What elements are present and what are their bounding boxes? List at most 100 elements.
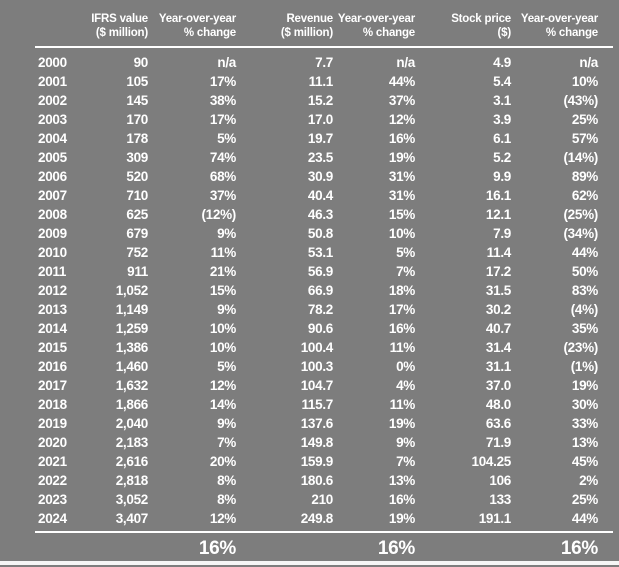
cell-ifrs-yoy-change: 10% bbox=[209, 340, 236, 355]
cell-stock-yoy-change: (43%) bbox=[563, 93, 598, 108]
cell-year: 2010 bbox=[38, 245, 67, 260]
column-header-revenue: Revenue ($ million) bbox=[236, 12, 333, 40]
cell-stock-price: 191.1 bbox=[478, 511, 512, 526]
cell-stock-yoy-change: 25% bbox=[571, 492, 598, 507]
table-row: 2001 105 17% 11.1 44% 5.4 10% bbox=[35, 72, 613, 91]
cell-ifrs-value: 1,866 bbox=[115, 397, 149, 412]
cell-ifrs-yoy-change: 17% bbox=[209, 74, 236, 89]
cell-ifrs-value: 625 bbox=[126, 207, 148, 222]
cell-revenue-yoy-change: 18% bbox=[388, 283, 415, 298]
table-row: 2007 710 37% 40.4 31% 16.1 62% bbox=[35, 186, 613, 205]
cell-stock-price: 5.4 bbox=[493, 74, 511, 89]
cell-revenue-yoy-change: 15% bbox=[388, 207, 415, 222]
cell-revenue: 100.4 bbox=[300, 340, 334, 355]
cell-revenue: 46.3 bbox=[307, 207, 333, 222]
cell-stock-yoy-change: 25% bbox=[571, 112, 598, 127]
cell-ifrs-value: 911 bbox=[127, 264, 148, 279]
cell-stock-price: 133 bbox=[489, 492, 511, 507]
column-header-ifrs-yoy-change: Year-over-year % change bbox=[148, 12, 236, 40]
cell-year: 2014 bbox=[38, 321, 67, 336]
cell-stock-price: 5.2 bbox=[493, 150, 511, 165]
cell-ifrs-value: 90 bbox=[133, 55, 149, 70]
cell-revenue-yoy-change: 19% bbox=[388, 150, 415, 165]
cell-ifrs-value: 1,052 bbox=[115, 283, 149, 298]
cell-stock-price: 9.9 bbox=[493, 169, 511, 184]
column-header-label: Revenue bbox=[286, 13, 333, 25]
cell-revenue: 78.2 bbox=[307, 302, 333, 317]
cell-revenue: 19.7 bbox=[307, 131, 333, 146]
cell-stock-yoy-change: 44% bbox=[571, 511, 598, 526]
cell-year: 2013 bbox=[38, 302, 67, 317]
column-header-label: Year-over-year bbox=[520, 13, 598, 25]
cell-ifrs-yoy-change: 8% bbox=[217, 473, 236, 488]
cell-ifrs-yoy-change: 8% bbox=[217, 492, 236, 507]
cell-stock-price: 12.1 bbox=[485, 207, 511, 222]
table-row: 2012 1,052 15% 66.9 18% 31.5 83% bbox=[35, 281, 613, 300]
cell-ifrs-value: 710 bbox=[126, 188, 148, 203]
cell-year: 2017 bbox=[38, 378, 67, 393]
cell-revenue: 40.4 bbox=[307, 188, 333, 203]
cell-ifrs-value: 2,183 bbox=[115, 435, 149, 450]
cell-revenue-yoy-change: 19% bbox=[388, 416, 415, 431]
cell-stock-price: 7.9 bbox=[493, 226, 511, 241]
cell-revenue-yoy-change: 11% bbox=[389, 340, 416, 355]
cell-ifrs-value: 170 bbox=[126, 112, 148, 127]
cell-stock-price: 31.1 bbox=[485, 359, 511, 374]
table-row: 2017 1,632 12% 104.7 4% 37.0 19% bbox=[35, 376, 613, 395]
cell-ifrs-yoy-change: 15% bbox=[209, 283, 236, 298]
table-header-row: IFRS value ($ million) Year-over-year % … bbox=[35, 10, 613, 48]
cell-revenue: 90.6 bbox=[307, 321, 333, 336]
table-row: 2023 3,052 8% 210 16% 133 25% bbox=[35, 490, 613, 509]
cell-year: 2022 bbox=[38, 473, 67, 488]
cell-year: 2023 bbox=[38, 492, 67, 507]
cell-revenue-yoy-change: 11% bbox=[389, 397, 416, 412]
cell-stock-yoy-change: 45% bbox=[571, 454, 598, 469]
column-header-label: IFRS value bbox=[91, 13, 148, 25]
cell-ifrs-value: 178 bbox=[126, 131, 148, 146]
table-row: 2008 625 (12%) 46.3 15% 12.1 (25%) bbox=[35, 205, 613, 224]
cell-ifrs-value: 105 bbox=[126, 74, 148, 89]
column-header-sublabel: ($ million) bbox=[280, 27, 333, 39]
column-header-sublabel: % change bbox=[545, 27, 598, 39]
cell-stock-yoy-change: 89% bbox=[571, 169, 598, 184]
cell-ifrs-yoy-change: 5% bbox=[217, 359, 236, 374]
cell-ifrs-value: 3,052 bbox=[115, 492, 149, 507]
cell-stock-price: 3.1 bbox=[493, 93, 511, 108]
cell-stock-yoy-change: 13% bbox=[571, 435, 598, 450]
cell-stock-price: 17.2 bbox=[485, 264, 511, 279]
table-row: 2000 90 n/a 7.7 n/a 4.9 n/a bbox=[35, 53, 613, 72]
table-totals-row: 16% 16% 16% bbox=[35, 531, 613, 567]
cell-ifrs-value: 3,407 bbox=[115, 511, 149, 526]
cell-stock-yoy-change: 10% bbox=[571, 74, 598, 89]
cell-ifrs-yoy-change: 7% bbox=[217, 435, 236, 450]
column-header-label: Stock price bbox=[451, 13, 511, 25]
cell-revenue: 249.8 bbox=[300, 511, 334, 526]
cell-stock-yoy-change: 83% bbox=[571, 283, 598, 298]
table-row: 2014 1,259 10% 90.6 16% 40.7 35% bbox=[35, 319, 613, 338]
cell-stock-yoy-change: 30% bbox=[571, 397, 598, 412]
cell-year: 2007 bbox=[38, 188, 67, 203]
cell-year: 2002 bbox=[38, 93, 67, 108]
cell-ifrs-yoy-change: 9% bbox=[217, 226, 236, 241]
cell-revenue: 50.8 bbox=[307, 226, 333, 241]
table-row: 2019 2,040 9% 137.6 19% 63.6 33% bbox=[35, 414, 613, 433]
cell-ifrs-yoy-change: 38% bbox=[209, 93, 236, 108]
table-row: 2018 1,866 14% 115.7 11% 48.0 30% bbox=[35, 395, 613, 414]
cell-stock-price: 31.5 bbox=[485, 283, 511, 298]
cell-year: 2000 bbox=[38, 55, 67, 70]
cell-ifrs-yoy-change: 14% bbox=[209, 397, 236, 412]
cell-revenue: 17.0 bbox=[307, 112, 333, 127]
table-row: 2015 1,386 10% 100.4 11% 31.4 (23%) bbox=[35, 338, 613, 357]
cell-stock-price: 40.7 bbox=[485, 321, 511, 336]
table-row: 2022 2,818 8% 180.6 13% 106 2% bbox=[35, 471, 613, 490]
cell-revenue-yoy-change: 19% bbox=[388, 511, 415, 526]
cell-stock-yoy-change: (4%) bbox=[570, 302, 599, 317]
cell-ifrs-yoy-change: 12% bbox=[209, 511, 236, 526]
cell-revenue-yoy-change: 16% bbox=[388, 321, 415, 336]
table-row: 2021 2,616 20% 159.9 7% 104.25 45% bbox=[35, 452, 613, 471]
cell-revenue-yoy-change: 31% bbox=[388, 188, 415, 203]
table-row: 2005 309 74% 23.5 19% 5.2 (14%) bbox=[35, 148, 613, 167]
cell-stock-yoy-change: (25%) bbox=[563, 207, 598, 222]
cell-stock-price: 37.0 bbox=[485, 378, 511, 393]
cell-ifrs-yoy-change: 68% bbox=[209, 169, 236, 184]
